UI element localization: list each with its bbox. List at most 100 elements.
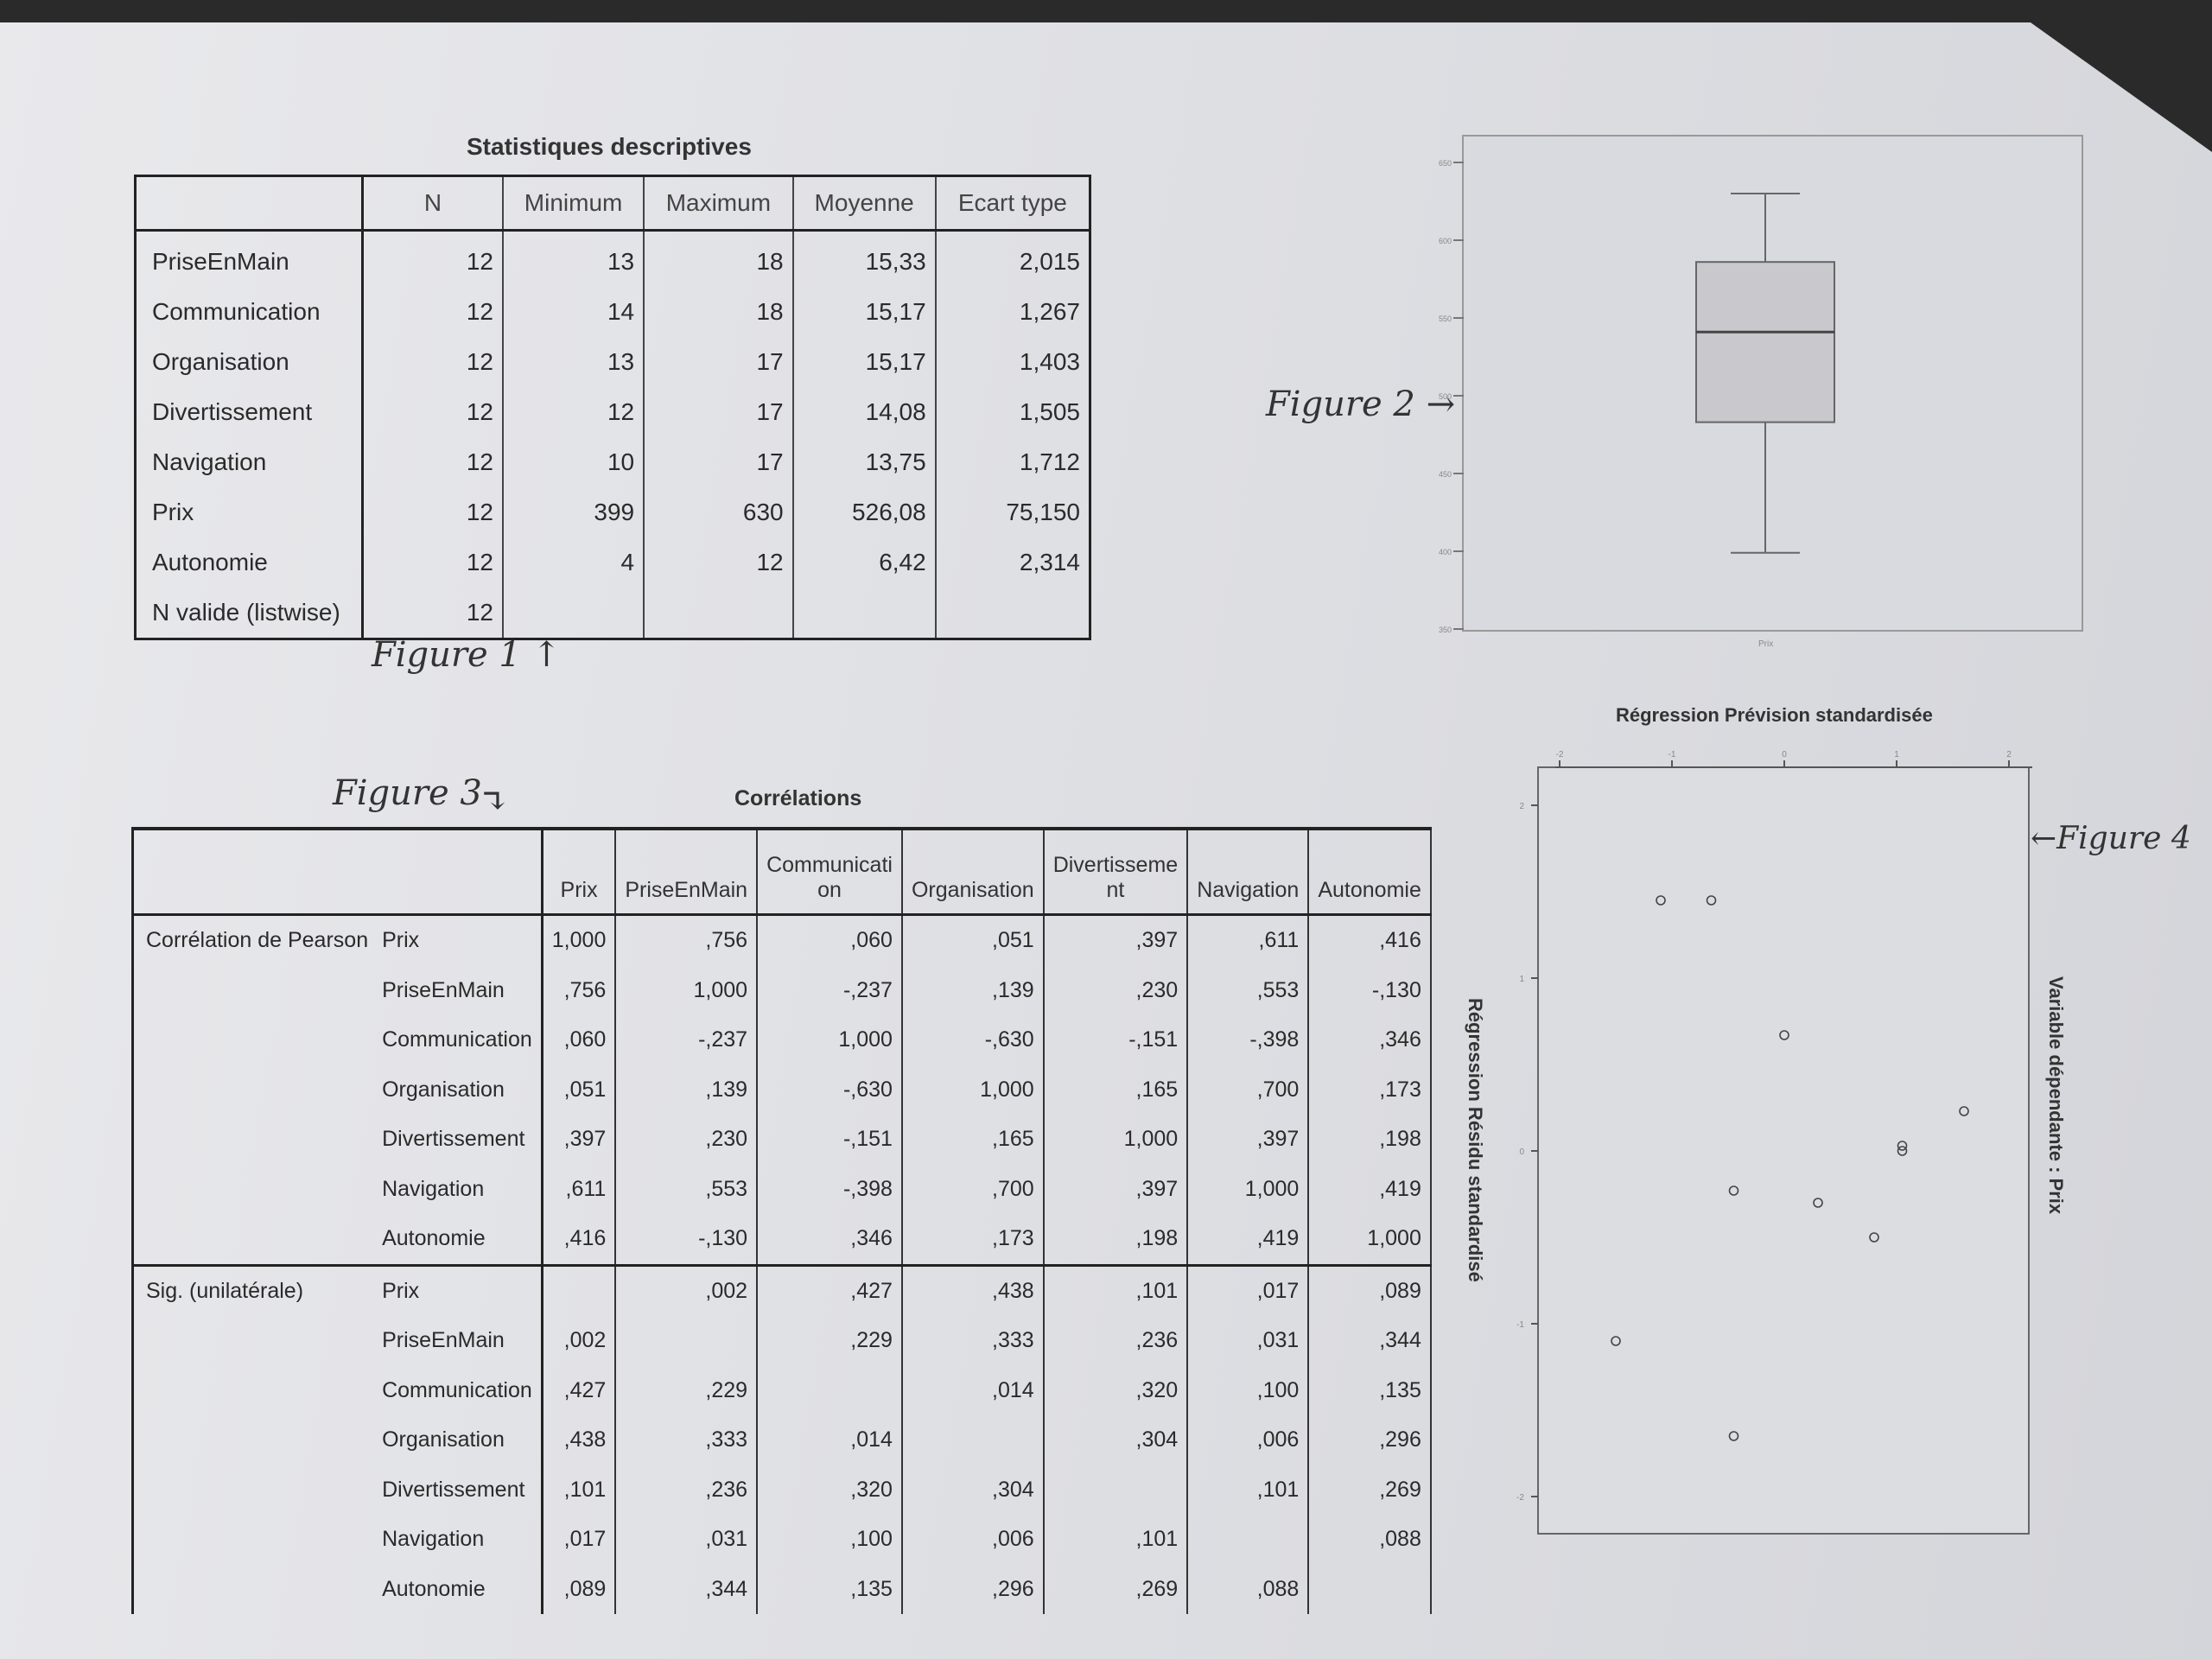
table-cell: -,630: [756, 1065, 902, 1115]
table-row: N valide (listwise) 12: [136, 588, 1090, 639]
table-cell: ,346: [756, 1214, 902, 1265]
table-cell: -,237: [614, 1015, 758, 1065]
boxplot-y-tick-label: 450: [1439, 470, 1452, 479]
scatter-title: Régression Prévision standardisée: [1616, 704, 1933, 726]
correlations-title: Corrélations: [734, 786, 862, 810]
scatter-y-tick-label: 2: [1519, 802, 1524, 811]
table-cell: ,756: [540, 965, 616, 1015]
scatter-y-tick-label: 0: [1519, 1147, 1524, 1157]
row-label: Prix: [152, 499, 194, 525]
column-header-organisation: Organisation: [900, 829, 1044, 916]
table-cell: -,130: [1307, 965, 1431, 1015]
table-cell: 4: [501, 537, 645, 588]
table-cell: ,397: [1186, 1115, 1309, 1165]
table-cell: ,333: [614, 1415, 758, 1465]
table-cell: 2,314: [934, 537, 1090, 588]
row-label: Communication: [152, 298, 321, 325]
variable-label: Organisation: [382, 1427, 505, 1452]
table-cell: ,198: [1307, 1115, 1431, 1165]
table-cell: 18: [643, 287, 793, 337]
table-cell: 10: [501, 437, 645, 487]
table-cell: 1,000: [540, 914, 616, 966]
table-cell: ,031: [1186, 1316, 1309, 1366]
scatter-point: [1779, 1030, 1789, 1040]
table-cell: 14: [501, 287, 645, 337]
table-cell: ,101: [540, 1465, 616, 1515]
table-cell: [501, 588, 645, 639]
table-cell: ,611: [540, 1164, 616, 1214]
table-row: Organisation 12 13 17 15,17 1,403: [136, 337, 1090, 387]
table-cell: 12: [361, 588, 503, 639]
table-cell: ,002: [614, 1263, 758, 1316]
scatter-point: [1869, 1232, 1879, 1243]
scatter-y-tick-label: 1: [1519, 975, 1524, 984]
table-cell: 1,712: [934, 437, 1090, 487]
scatter-point: [1813, 1198, 1823, 1208]
column-header-autonomie: Autonomie: [1307, 829, 1431, 916]
scatter-point: [1728, 1185, 1739, 1196]
column-header-navigation: Navigation: [1186, 829, 1309, 916]
table-cell: ,304: [1042, 1415, 1188, 1465]
group-label: Sig. (unilatérale): [132, 1263, 378, 1316]
table-header-row: N Minimum Maximum Moyenne Ecart type: [135, 175, 1090, 232]
table-cell: 1,000: [1307, 1214, 1431, 1265]
table-cell: ,700: [1186, 1065, 1309, 1115]
table-cell: ,419: [1307, 1164, 1431, 1214]
scatter-x-tick-label: 2: [2006, 750, 2012, 760]
table-cell: 1,000: [756, 1015, 902, 1065]
table-cell: ,173: [1307, 1065, 1431, 1115]
table-cell: 1,403: [934, 337, 1090, 387]
table-cell: ,397: [1042, 914, 1188, 966]
table-cell: [934, 588, 1090, 639]
table-cell: 6,42: [791, 537, 936, 588]
table-cell: ,198: [1042, 1214, 1188, 1265]
table-cell: ,700: [900, 1164, 1044, 1214]
table-cell: ,553: [1186, 965, 1309, 1015]
table-cell: ,100: [756, 1515, 902, 1565]
table-cell: [791, 588, 936, 639]
table-cell: ,346: [1307, 1015, 1431, 1065]
scatter-x-tick-label: -2: [1556, 750, 1564, 760]
table-row: Organisation ,051,139 -,630 1,000,165,700,1…: [133, 1065, 1431, 1115]
scatter-point: [1897, 1146, 1908, 1156]
table-cell: 12: [361, 337, 503, 387]
table-cell: 13: [501, 230, 645, 287]
boxplot-y-tick-label: 550: [1439, 315, 1452, 323]
table-cell: ,296: [900, 1564, 1044, 1614]
table-cell: ,229: [756, 1316, 902, 1366]
variable-label: Autonomie: [382, 1576, 486, 1601]
table-cell: 1,000: [614, 965, 758, 1015]
table-cell: ,304: [900, 1465, 1044, 1515]
table-row: Navigation ,017,031,100,006,101 ,088: [133, 1515, 1431, 1565]
table-cell: 1,505: [934, 387, 1090, 437]
table-cell: 399: [501, 487, 645, 537]
table-cell: ,089: [540, 1564, 616, 1614]
group-label: Corrélation de Pearson: [146, 928, 369, 953]
table-row: Autonomie ,416 -,130,346,173,198,419 1,000: [133, 1214, 1431, 1265]
table-cell: -,398: [756, 1164, 902, 1214]
table-cell: ,051: [900, 914, 1044, 966]
column-header-moyenne: Moyenne: [791, 175, 936, 232]
boxplot-box: [1695, 261, 1835, 423]
row-label: Navigation: [152, 448, 267, 475]
table-row: Divertissement ,397,230 -,151,165 1,000,397…: [133, 1115, 1431, 1165]
table-cell: 12: [501, 387, 645, 437]
table-row: PriseEnMain ,002 ,229,333,236,031,344: [133, 1316, 1431, 1366]
variable-label: Autonomie: [382, 1226, 486, 1251]
correlations-table: Prix PriseEnMain Communicati on Organisa…: [131, 827, 1432, 1614]
variable-label: Navigation: [382, 1527, 485, 1552]
table-cell: 1,000: [1186, 1164, 1309, 1214]
table-cell: ,230: [1042, 965, 1188, 1015]
table-header-row: Prix PriseEnMain Communicati on Organisa…: [132, 829, 1431, 916]
table-cell: 13: [501, 337, 645, 387]
table-cell: 1,000: [1042, 1115, 1188, 1165]
table-cell: ,320: [1042, 1365, 1188, 1415]
table-cell: 630: [643, 487, 793, 537]
scatter-x-tick-label: -1: [1669, 750, 1676, 760]
table-cell: ,017: [540, 1515, 616, 1565]
column-header-communication: Communicati on: [756, 829, 902, 916]
row-label: PriseEnMain: [152, 248, 289, 275]
table-row: Communication 12 14 18 15,17 1,267: [136, 287, 1090, 337]
table-row: Autonomie 12 4 12 6,42 2,314: [136, 537, 1090, 588]
descriptive-stats-table: N Minimum Maximum Moyenne Ecart type Pri…: [134, 175, 1091, 640]
